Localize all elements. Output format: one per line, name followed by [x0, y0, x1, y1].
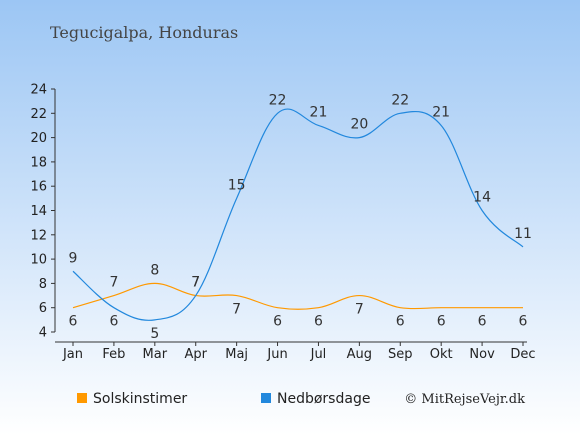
series-line-2: [72, 108, 524, 321]
data-label: 6: [396, 314, 405, 330]
x-tick-label: Nov: [469, 347, 495, 362]
data-label: 6: [314, 314, 323, 330]
x-tick-label: Jan: [62, 347, 83, 362]
series-line-1: [72, 282, 523, 310]
x-tick-label: Feb: [102, 347, 125, 362]
x-tick-label: Jun: [266, 347, 287, 362]
y-tick-label: 10: [30, 253, 47, 268]
data-label: 15: [228, 177, 246, 193]
data-label: 7: [109, 275, 118, 291]
chart-title: Tegucigalpa, Honduras: [50, 23, 238, 42]
y-tick-label: 12: [30, 228, 47, 243]
y-tick-label: 4: [39, 326, 47, 341]
copyright-text: © MitRejseVejr.dk: [404, 392, 525, 407]
y-tick-label: 16: [30, 180, 47, 195]
data-label: 6: [69, 314, 78, 330]
data-label: 22: [391, 92, 409, 108]
data-label: 6: [478, 314, 487, 330]
data-label: 7: [355, 302, 364, 318]
data-label: 6: [109, 314, 118, 330]
y-tick-label: 6: [39, 301, 47, 316]
x-tick-label: Apr: [184, 347, 207, 362]
y-tick-label: 20: [30, 131, 47, 146]
x-tick-label: Jul: [310, 347, 327, 362]
data-label: 20: [350, 117, 368, 133]
x-tick-label: Maj: [225, 347, 248, 362]
legend-swatch-2: [261, 393, 271, 403]
data-label: 6: [519, 314, 528, 330]
y-tick-label: 22: [30, 107, 47, 122]
data-label: 7: [232, 302, 241, 318]
x-tick-label: Mar: [143, 347, 168, 362]
data-label: 7: [191, 275, 200, 291]
data-label: 14: [473, 190, 491, 206]
data-label: 11: [514, 226, 532, 242]
series-lines: [72, 108, 524, 321]
data-label: 6: [437, 314, 446, 330]
x-tick-label: Okt: [430, 347, 453, 362]
data-label: 9: [69, 250, 78, 266]
legend-label: Solskinstimer: [93, 391, 187, 407]
y-tick-label: 18: [30, 155, 47, 170]
y-tick-label: 24: [30, 83, 47, 98]
legend-swatch-1: [77, 393, 87, 403]
data-label: 21: [432, 104, 450, 120]
legend-label: Nedbørsdage: [277, 391, 370, 407]
y-tick-label: 14: [30, 204, 47, 219]
data-label: 5: [150, 326, 159, 342]
data-label: 6: [273, 314, 282, 330]
x-tick-label: Aug: [347, 347, 372, 362]
x-tick-label: Sep: [388, 347, 413, 362]
data-label: 8: [150, 262, 159, 278]
data-label: 21: [310, 104, 328, 120]
legend: Solskinstimer Nedbørsdage: [77, 391, 370, 407]
data-label: 7: [191, 275, 200, 291]
y-tick-label: 8: [39, 277, 47, 292]
data-label: 22: [269, 92, 287, 108]
axes: 4 6 8 10 12 14 16 18 20 22 24 Jan Feb Mar Apr Maj Jun Jul…: [30, 83, 535, 363]
x-tick-label: Dec: [510, 347, 535, 362]
